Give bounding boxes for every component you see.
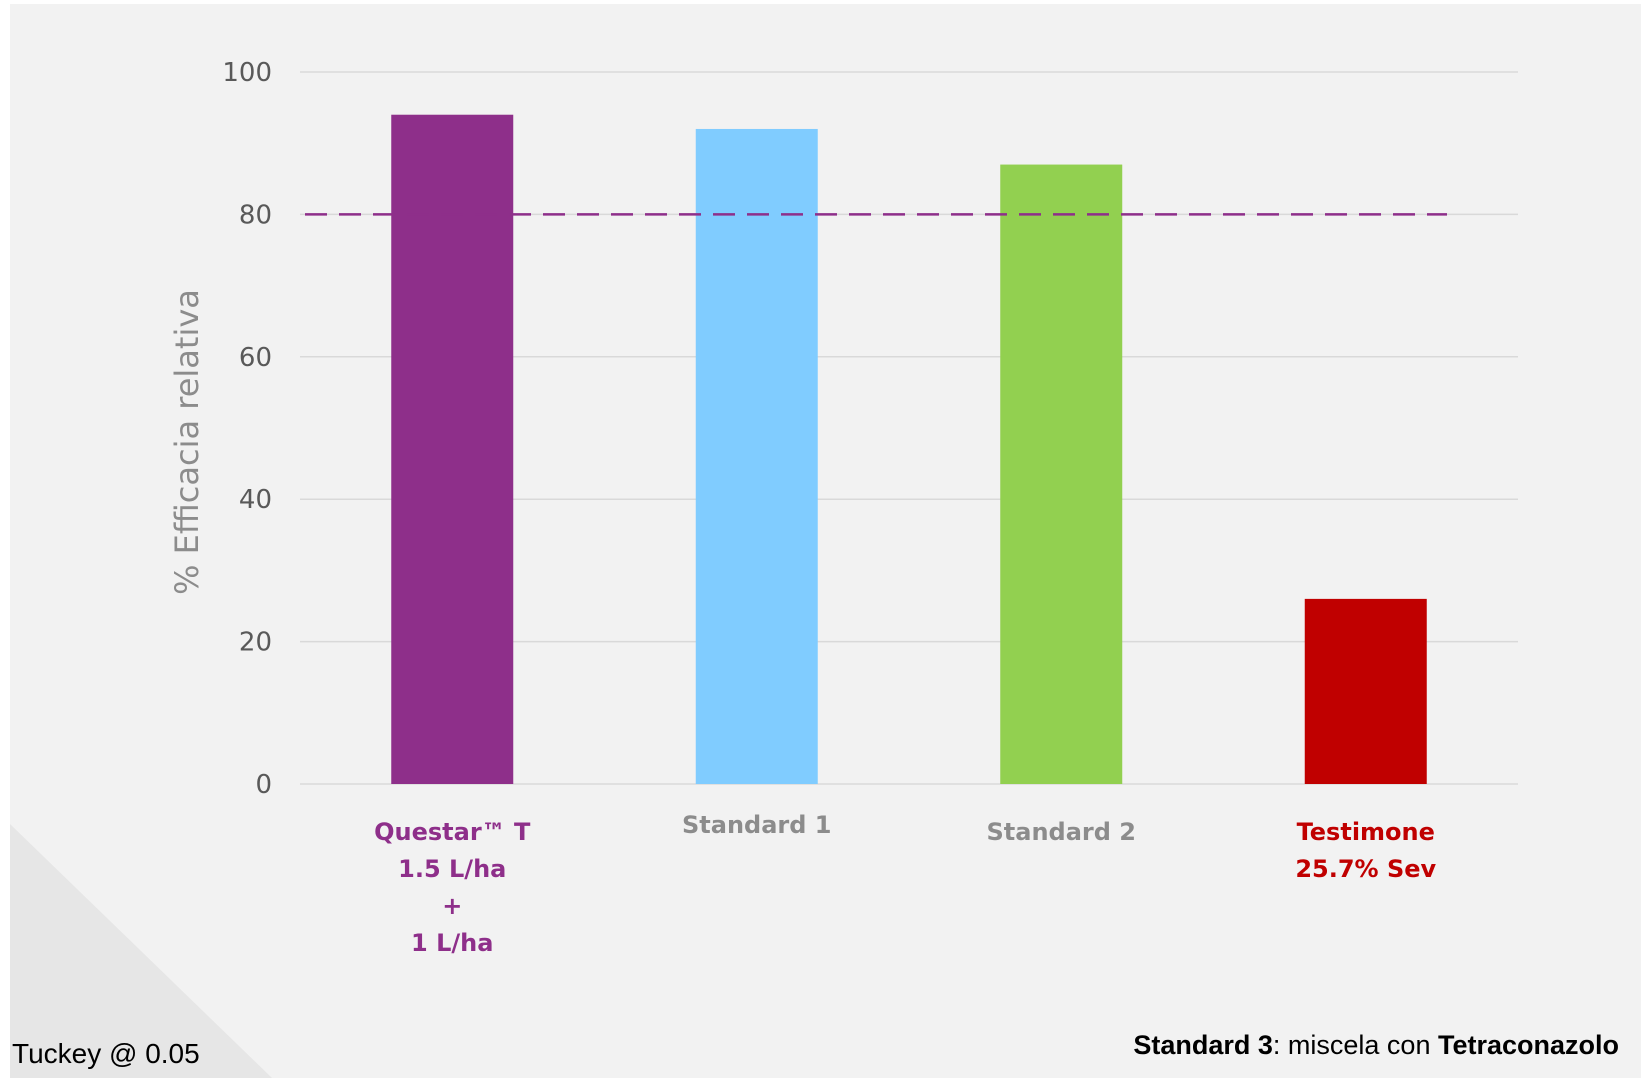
x-category-label: Standard 1	[682, 811, 831, 839]
bar	[391, 114, 514, 785]
y-tick-label: 80	[239, 200, 272, 230]
x-category-label: +	[442, 892, 462, 920]
footnote-right-bold-2: Tetraconazolo	[1437, 1030, 1619, 1060]
y-tick-label: 100	[222, 58, 272, 88]
x-category-label: Standard 2	[987, 818, 1136, 846]
bar-chart: 0 20 40 60 80 100 Questar™ T 1.5 L/ha +1 L/ha Sta…	[168, 58, 1518, 957]
chart-panel: 0 20 40 60 80 100 Questar™ T 1.5 L/ha +1 L/ha Sta…	[10, 4, 1641, 1078]
y-tick-label: 0	[255, 770, 272, 800]
corner-decoration	[10, 824, 272, 1078]
footnote-right-bold-1: Standard 3	[1133, 1030, 1273, 1060]
y-axis-title: % Efficacia relativa	[168, 289, 206, 595]
y-tick-label: 60	[239, 343, 272, 373]
y-tick-label: 40	[239, 485, 272, 515]
x-category-label: Questar™ T	[374, 818, 531, 846]
footnote-right-text: : miscela con	[1272, 1030, 1438, 1060]
x-category-label: Testimone	[1297, 818, 1435, 846]
bar	[1000, 164, 1123, 784]
x-category-label: 25.7% Sev	[1295, 855, 1436, 883]
bar	[1304, 598, 1427, 784]
labels: 0 20 40 60 80 100 Questar™ T 1.5 L/ha +1 L/ha Sta…	[168, 58, 1437, 957]
footnote-left: Tuckey @ 0.05	[12, 1038, 200, 1069]
footnote-right: Standard 3: miscela con Tetraconazolo	[1133, 1030, 1619, 1061]
bar	[695, 128, 818, 785]
y-tick-label: 20	[239, 628, 272, 658]
bars	[391, 114, 1427, 785]
x-category-label: 1 L/ha	[411, 929, 493, 957]
x-category-label: 1.5 L/ha	[398, 855, 506, 883]
